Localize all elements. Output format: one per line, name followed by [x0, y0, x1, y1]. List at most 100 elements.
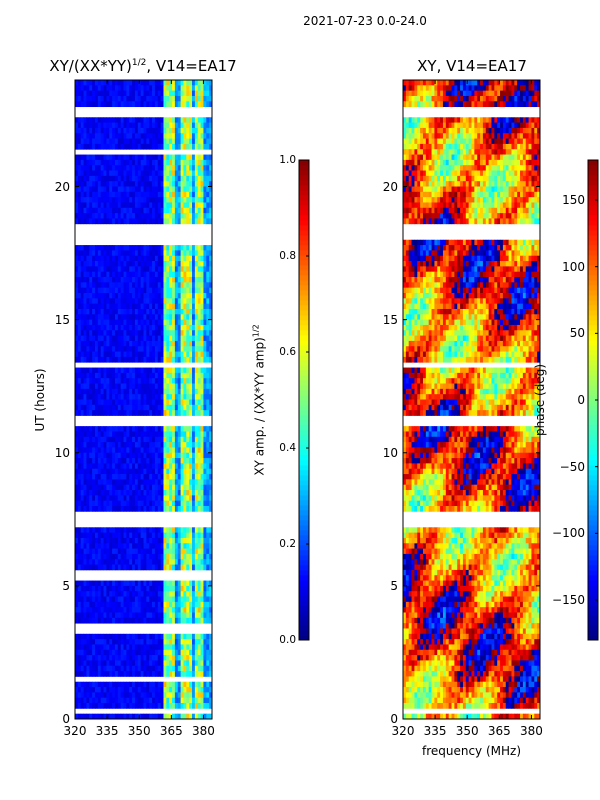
amplitude-cell: [83, 495, 87, 502]
amplitude-cell: [112, 692, 116, 699]
amplitude-cell: [149, 399, 153, 406]
amplitude-cell: [203, 452, 207, 459]
amplitude-cell: [154, 484, 159, 491]
amplitude-cell: [149, 559, 153, 565]
amplitude-cell: [132, 127, 136, 134]
amplitude-cell: [206, 170, 210, 177]
amplitude-cell: [114, 186, 119, 193]
amplitude-cell: [143, 213, 147, 219]
amplitude-cell: [126, 340, 130, 347]
amplitude-cell: [169, 319, 173, 326]
amplitude-cell: [89, 458, 93, 464]
amplitude-cell: [149, 617, 153, 624]
amplitude-cell: [189, 277, 193, 283]
amplitude-cell: [89, 601, 93, 608]
amplitude-cell: [100, 303, 104, 310]
amplitude-cell: [109, 95, 113, 102]
amplitude-cell: [137, 218, 142, 225]
amplitude-cell: [146, 127, 150, 134]
amplitude-cell: [89, 697, 93, 704]
amplitude-cell: [117, 649, 122, 656]
amplitude-cell: [209, 639, 213, 645]
amplitude-cell: [203, 532, 207, 539]
amplitude-cell: [143, 474, 147, 480]
amplitude-cell: [103, 277, 107, 283]
amplitude-cell: [123, 282, 127, 289]
amplitude-cell: [209, 351, 213, 358]
amplitude-cell: [177, 596, 181, 603]
amplitude-cell: [80, 175, 84, 182]
amplitude-cell: [174, 356, 179, 363]
amplitude-cell: [97, 383, 102, 390]
amplitude-cell: [80, 218, 84, 225]
amplitude-cell: [140, 559, 144, 565]
amplitude-cell: [206, 463, 210, 470]
amplitude-cell: [120, 394, 124, 400]
amplitude-cell: [140, 197, 144, 203]
amplitude-cell: [160, 159, 164, 166]
amplitude-cell: [86, 687, 90, 693]
amplitude-cell: [123, 143, 127, 150]
amplitude-cell: [174, 681, 179, 688]
amplitude-cell: [180, 404, 184, 411]
amplitude-cell: [75, 559, 79, 565]
amplitude-cell: [166, 548, 170, 555]
amplitude-cell: [166, 500, 170, 507]
amplitude-cell: [189, 95, 193, 102]
amplitude-cell: [166, 394, 170, 400]
amplitude-cell: [143, 101, 147, 108]
amplitude-cell: [194, 548, 199, 555]
amplitude-cell: [172, 197, 176, 203]
amplitude-cell: [169, 660, 173, 667]
amplitude-cell: [189, 463, 193, 470]
amplitude-cell: [189, 553, 193, 560]
amplitude-cell: [209, 175, 213, 182]
amplitude-cell: [112, 463, 116, 470]
amplitude-cell: [197, 85, 201, 92]
amplitude-cell: [174, 287, 179, 294]
amplitude-cell: [126, 80, 130, 86]
amplitude-cell: [126, 175, 130, 182]
amplitude-cell: [92, 506, 96, 512]
amplitude-cell: [75, 617, 79, 624]
amplitude-cell: [103, 585, 107, 592]
amplitude-cell: [160, 170, 164, 177]
amplitude-cell: [163, 324, 167, 331]
amplitude-cell: [126, 447, 130, 454]
amplitude-cell: [157, 532, 162, 539]
amplitude-cell: [97, 490, 102, 496]
amplitude-cell: [206, 218, 210, 225]
amplitude-cell: [97, 207, 102, 214]
amplitude-cell: [203, 181, 207, 187]
amplitude-cell: [163, 245, 167, 251]
amplitude-cell: [200, 170, 204, 177]
amplitude-cell: [132, 543, 136, 550]
amplitude-cell: [157, 639, 162, 645]
amplitude-cell: [177, 452, 181, 459]
phase-cell: [517, 90, 521, 97]
amplitude-cell: [180, 506, 184, 512]
amplitude-cell: [174, 154, 179, 161]
amplitude-cell: [152, 601, 156, 608]
amplitude-cell: [103, 133, 107, 139]
amplitude-cell: [143, 191, 147, 198]
amplitude-cell: [169, 80, 173, 86]
amplitude-cell: [114, 351, 119, 358]
amplitude-cell: [200, 697, 204, 704]
amplitude-cell: [189, 388, 193, 395]
amplitude-cell: [109, 468, 113, 475]
amplitude-cell: [137, 117, 142, 124]
amplitude-cell: [134, 330, 139, 336]
amplitude-cell: [154, 170, 159, 177]
amplitude-cell: [197, 80, 201, 86]
amplitude-cell: [120, 133, 124, 139]
amplitude-cell: [143, 80, 147, 86]
amplitude-cell: [189, 250, 193, 257]
amplitude-cell: [143, 591, 147, 597]
amplitude-cell: [83, 330, 87, 336]
amplitude-cell: [114, 495, 119, 502]
amplitude-cell: [177, 181, 181, 187]
amplitude-cell: [92, 537, 96, 544]
amplitude-cell: [117, 591, 122, 597]
amplitude-cell: [169, 447, 173, 454]
